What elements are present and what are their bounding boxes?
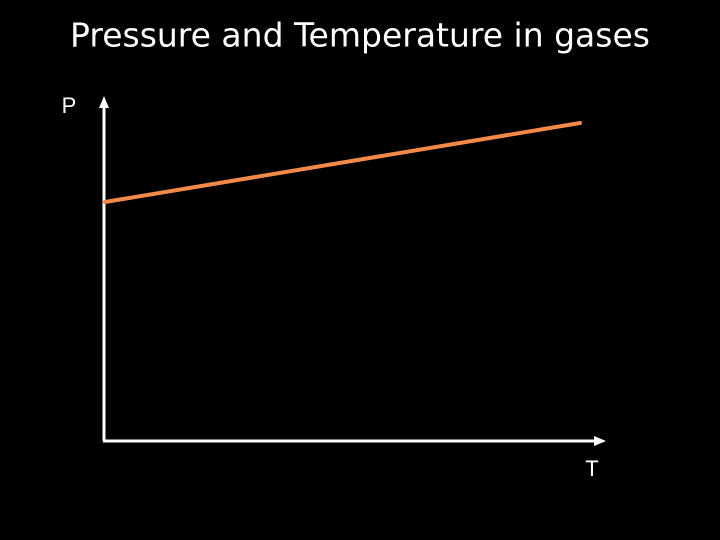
- y-axis-arrow: [99, 96, 109, 108]
- slide-title: Pressure and Temperature in gases: [70, 16, 650, 55]
- pressure-line: [103, 121, 582, 204]
- x-axis-arrow: [594, 436, 606, 446]
- x-axis-label: T: [585, 456, 598, 481]
- y-axis-label: P: [62, 93, 77, 118]
